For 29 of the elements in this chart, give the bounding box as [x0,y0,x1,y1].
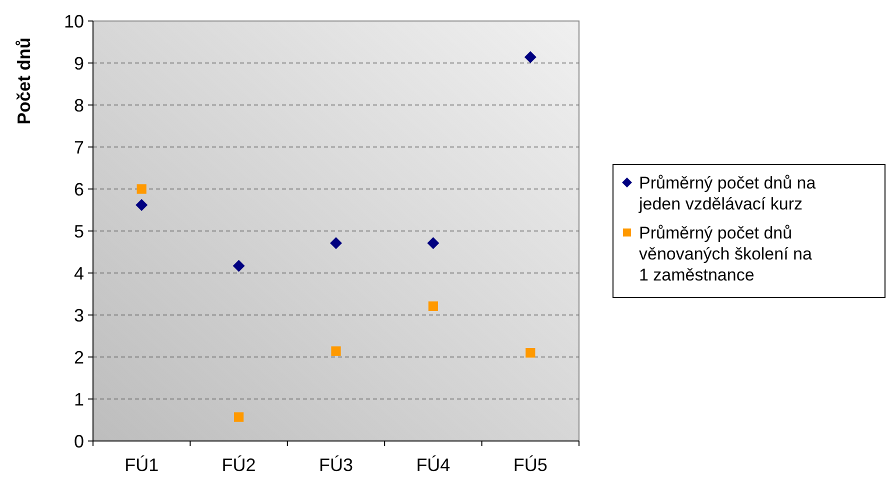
point [331,346,341,356]
x-tick-label: FÚ2 [222,455,256,475]
x-tick-label: FÚ1 [124,455,159,475]
legend-label: Průměrný počet dnů na jeden vzdělávací kurz [638,174,816,214]
x-tick-label: FÚ5 [513,455,548,475]
x-tick-label: FÚ4 [416,455,450,475]
y-tick-label: 2 [74,347,84,368]
y-tick-label: 10 [64,11,84,32]
point [427,237,440,250]
y-tick-label: 1 [74,389,84,410]
point [234,412,244,422]
y-tick-label: 9 [74,53,84,74]
y-tick-label: 3 [74,305,84,326]
y-tick-label: 5 [74,221,84,242]
x-tick-label: FÚ3 [318,455,354,475]
point [330,237,342,250]
point [428,301,438,311]
y-tick-label: 7 [74,137,84,158]
y-tick-label: 0 [74,431,84,452]
y-tick-label: 6 [74,179,84,200]
point [232,260,245,272]
point [524,51,536,64]
y-axis-title: Počet dnů [14,37,34,125]
y-tick-label: 4 [74,263,84,284]
point [136,198,148,211]
point [136,184,146,194]
legend-label: Průměrný počet dnů věnovaných školení na 1 zaměstnance [639,224,812,284]
point [526,348,536,358]
y-tick-label: 8 [74,95,84,116]
